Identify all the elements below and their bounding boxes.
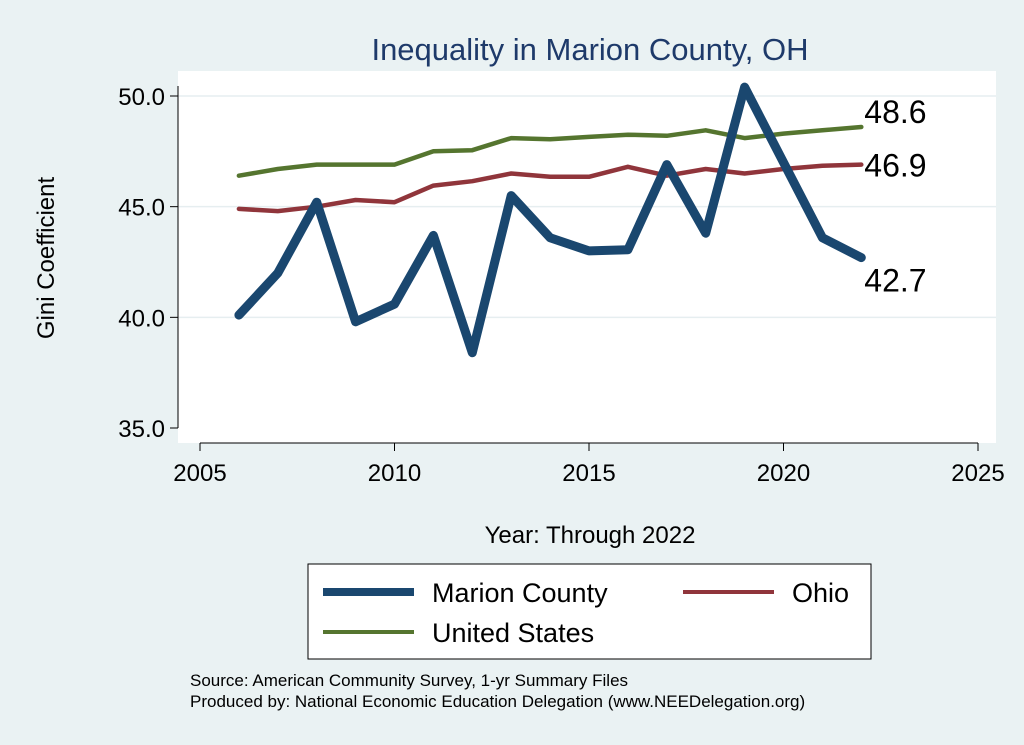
x-axis-label: Year: Through 2022: [485, 522, 696, 549]
legend-box: [307, 563, 872, 660]
series-line-marion-county: [234, 82, 866, 358]
x-tick-label-2025: 2025: [951, 460, 1004, 487]
y-tick-label-35-0: 35.0: [118, 416, 165, 443]
x-tick-label-2010: 2010: [368, 460, 421, 487]
axes: 50.0 45.0 40.0 35.0 2005 2010 2015 2020 2025: [118, 84, 1004, 487]
source-note: Source: American Community Survey, 1-yr …: [190, 671, 629, 690]
legend-label-ohio: Ohio: [792, 578, 849, 608]
end-label-ohio: 46.9: [864, 148, 926, 184]
series-lines: [234, 82, 866, 358]
end-label-united-states: 48.6: [864, 94, 926, 130]
series-line-ohio: [236, 162, 864, 214]
x-tick-label-2020: 2020: [757, 460, 810, 487]
legend: Marion County Ohio United States: [307, 563, 872, 660]
producer-note: Produced by: National Economic Education…: [190, 692, 806, 711]
series-line-united-states: [236, 124, 864, 178]
y-tick-label-50-0: 50.0: [118, 84, 165, 111]
y-tick-label-45-0: 45.0: [118, 195, 165, 222]
end-label-marion-county: 42.7: [864, 263, 926, 299]
end-labels: 42.7 46.9 48.6: [864, 94, 926, 299]
y-tick-label-40-0: 40.0: [118, 305, 165, 332]
x-tick-label-2005: 2005: [173, 460, 226, 487]
legend-label-united-states: United States: [432, 618, 594, 648]
x-tick-label-2015: 2015: [562, 460, 615, 487]
chart-title: Inequality in Marion County, OH: [371, 32, 808, 67]
legend-label-marion-county: Marion County: [432, 578, 608, 608]
y-axis-label: Gini Coefficient: [33, 177, 60, 340]
source-notes: Source: American Community Survey, 1-yr …: [190, 670, 805, 712]
